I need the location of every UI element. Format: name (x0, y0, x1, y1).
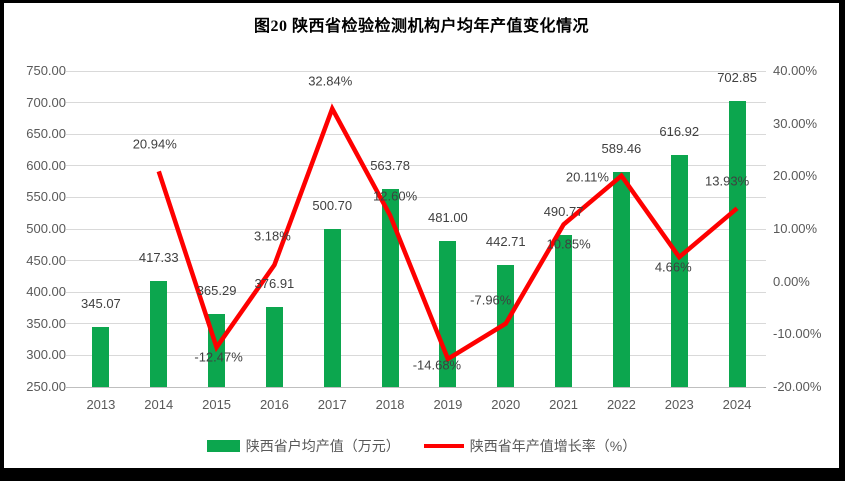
bar-series-legend-label: 陕西省户均产值（万元） (245, 438, 400, 454)
growth-rate-polyline (156, 103, 739, 363)
bar-value-label: 500.70 (312, 197, 353, 213)
bar-2013 (92, 326, 110, 387)
y-axis-tick-left: 250.00 (26, 379, 66, 394)
y-axis-tick-right: -20.00% (773, 379, 822, 394)
bar-value-label: 589.46 (601, 141, 642, 157)
line-value-label: 20.11% (565, 169, 609, 185)
y-axis-tick-left: 300.00 (26, 347, 66, 363)
x-axis-tick: 2024 (722, 397, 752, 412)
gridline (66, 133, 766, 135)
x-axis-tick: 2015 (202, 397, 232, 412)
bar-value-label: 490.77 (543, 203, 584, 219)
y-axis-tick-right: -10.00% (773, 326, 822, 342)
bar-2016 (265, 306, 283, 387)
bar-2024 (728, 100, 746, 387)
bar-2017 (323, 228, 341, 387)
x-axis-tick: 2020 (491, 397, 521, 412)
x-axis-tick: 2022 (606, 397, 636, 412)
legend: 陕西省户均产值（万元） 陕西省年产值增长率（%） (4, 436, 839, 456)
line-value-label: 4.66% (654, 259, 692, 275)
x-axis-tick: 2019 (433, 397, 463, 412)
y-axis-tick-right: 30.00% (773, 115, 818, 131)
bar-value-label: 442.71 (485, 234, 526, 250)
bar-2014 (150, 281, 168, 387)
gridline (66, 228, 766, 230)
y-axis-tick-right: 20.00% (773, 168, 818, 184)
line-value-label: 3.18% (253, 228, 291, 244)
x-axis-tick: 2021 (549, 397, 579, 412)
gridline (66, 291, 766, 293)
x-axis-tick: 2016 (259, 397, 289, 412)
line-value-label: -12.47% (194, 349, 243, 365)
y-axis-tick-left: 350.00 (26, 315, 66, 331)
legend-item-line-series: 陕西省年产值增长率（%） (423, 436, 637, 456)
gridline (66, 323, 766, 325)
x-axis-tick: 2023 (664, 397, 694, 412)
bar-value-label: 481.00 (428, 210, 468, 225)
chart-title: 图20 陕西省检验检测机构户均年产值变化情况 (253, 18, 589, 35)
bar-value-label: 417.33 (138, 250, 179, 266)
y-axis-tick-right: 40.00% (773, 63, 818, 78)
bar-value-label: 345.07 (81, 295, 121, 311)
chart-area: 图20 陕西省检验检测机构户均年产值变化情况 陕西省户均产值（万元） 陕西省年产… (4, 3, 839, 468)
bar-value-label: 702.85 (717, 69, 757, 85)
bar-2018 (381, 188, 399, 387)
gridline (66, 70, 766, 72)
legend-item-bar-series: 陕西省户均产值（万元） (206, 436, 400, 456)
line-value-label: 20.94% (132, 136, 177, 152)
y-axis-tick-right: 0.00% (773, 273, 810, 289)
line-value-label: 12.60% (373, 188, 418, 204)
bar-2021 (555, 234, 573, 387)
growth-rate-line (156, 103, 739, 363)
y-axis-tick-left: 400.00 (26, 284, 66, 300)
y-axis-tick-left: 500.00 (26, 221, 66, 236)
line-value-label: -7.96% (470, 292, 512, 308)
bar-value-label: 563.78 (370, 157, 410, 173)
gridline (66, 102, 766, 104)
x-axis-tick: 2018 (375, 397, 405, 412)
gridline (66, 260, 766, 262)
x-axis-tick: 2014 (144, 397, 174, 412)
y-axis-tick-left: 550.00 (26, 189, 66, 205)
line-series-legend-label: 陕西省年产值增长率（%） (469, 438, 637, 454)
y-axis-tick-left: 600.00 (26, 157, 66, 173)
x-axis-tick: 2013 (86, 397, 116, 412)
bar-value-label: 365.29 (196, 283, 237, 299)
y-axis-tick-left: 750.00 (26, 63, 66, 78)
bar-2023 (670, 155, 688, 387)
gridline (66, 354, 766, 356)
x-axis-tick: 2017 (317, 397, 347, 412)
y-axis-tick-left: 650.00 (26, 126, 66, 142)
gridline (66, 165, 766, 167)
bar-value-label: 376.91 (254, 275, 295, 291)
line-series-swatch (423, 444, 464, 448)
y-axis-tick-right: 10.00% (773, 221, 818, 236)
y-axis-tick-left: 700.00 (26, 94, 66, 110)
line-value-label: 13.93% (705, 173, 750, 189)
bar-series-swatch (206, 440, 240, 452)
bar-value-label: 616.92 (659, 124, 700, 140)
y-axis-tick-left: 450.00 (26, 252, 66, 268)
gridline (66, 196, 766, 198)
bar-2022 (612, 172, 630, 387)
x-axis-line (66, 386, 766, 388)
line-value-label: 32.84% (308, 73, 353, 89)
line-value-label: -14.68% (412, 357, 462, 373)
line-value-label: 10.85% (546, 236, 591, 252)
